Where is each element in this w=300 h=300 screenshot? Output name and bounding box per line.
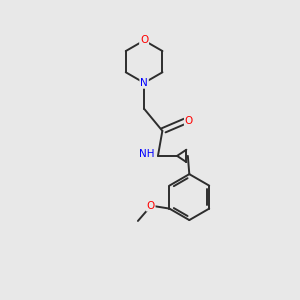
Text: N: N: [140, 78, 148, 88]
Text: O: O: [146, 201, 155, 211]
Text: O: O: [140, 35, 148, 46]
Text: NH: NH: [139, 149, 154, 159]
Text: O: O: [185, 116, 193, 126]
